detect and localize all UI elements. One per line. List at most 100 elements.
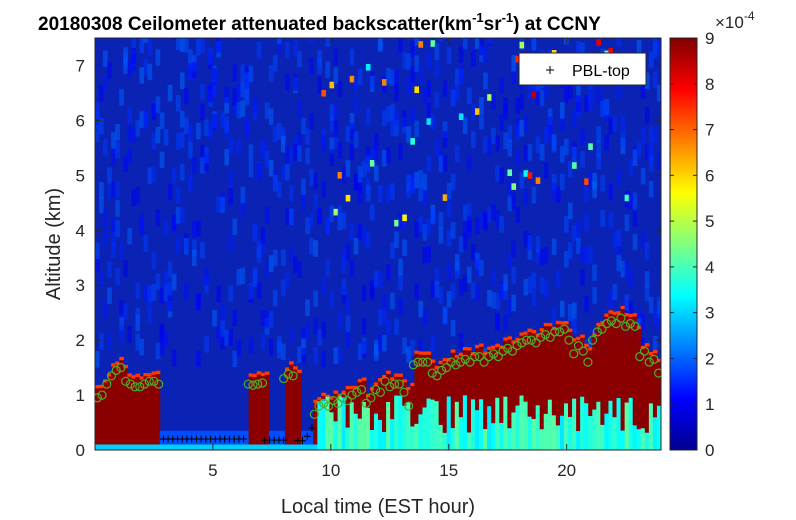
bl-circle-point: [606, 316, 617, 326]
bl-circle-point: [460, 354, 470, 364]
bl-circle-point: [371, 384, 381, 395]
heatmap-column: [313, 172, 318, 450]
bl-circle-point: [569, 349, 579, 359]
heatmap-column: [216, 38, 221, 450]
colorbar-tick-label: 0: [705, 441, 714, 460]
bl-circle-point: [375, 387, 385, 397]
heatmap-column: [301, 117, 306, 450]
heatmap-column: [406, 53, 411, 450]
heatmap-column: [462, 38, 468, 450]
bl-circle-point: [488, 349, 499, 359]
heatmap-column: [220, 111, 225, 450]
bl-circle-point: [154, 379, 164, 389]
bl-circle-point: [479, 357, 489, 367]
heatmap-column: [196, 38, 201, 450]
heatmap-column: [434, 43, 440, 450]
heatmap-column: [644, 72, 650, 450]
heatmap-column: [414, 38, 420, 450]
heatmap-column: [143, 38, 149, 450]
colorbar-tick-label: 1: [705, 395, 714, 414]
heatmap-column: [349, 48, 355, 450]
heatmap-column: [378, 38, 383, 450]
heatmap-column: [135, 120, 141, 450]
bl-circle-point: [437, 365, 447, 375]
heatmap-column: [503, 97, 508, 450]
x-axis-label: Local time (EST hour): [281, 496, 475, 518]
heatmap-column: [111, 132, 116, 450]
bl-circle-point: [625, 319, 635, 329]
heatmap-column: [454, 68, 460, 450]
bl-circle-point: [130, 382, 140, 392]
heatmap-column: [171, 38, 177, 450]
heatmap-column: [616, 38, 622, 450]
heatmap-column: [264, 102, 270, 450]
bl-circle-point: [455, 357, 466, 367]
heatmap-column: [422, 86, 428, 450]
plot-frame: [94, 37, 662, 451]
legend-box: [518, 52, 647, 86]
bl-circle-point: [248, 380, 258, 390]
heatmap-column: [426, 52, 432, 450]
heatmap-column: [260, 138, 266, 450]
bl-circle-point: [451, 360, 461, 370]
bl-circle-point: [97, 390, 107, 400]
bl-circle-point: [399, 387, 409, 397]
heatmap-column: [458, 46, 464, 450]
y-axis-label: Altitude (km): [43, 188, 65, 300]
bl-circle-point: [465, 357, 475, 367]
bl-circle-point: [583, 357, 593, 367]
bl-circle-point: [380, 376, 390, 386]
pbl-top-point: [240, 435, 248, 443]
bl-circle-point: [630, 321, 640, 331]
heatmap-column: [200, 38, 205, 450]
bl-circle-point: [394, 379, 404, 389]
bl-circle-point: [149, 376, 159, 386]
heatmap-column: [131, 38, 137, 450]
chart-title: 20180308 Ceilometer attenuated backscatt…: [38, 10, 601, 35]
y-tick-label: 3: [76, 276, 85, 295]
bl-circle-point: [427, 368, 437, 378]
heatmap-column: [119, 38, 124, 450]
heatmap-column: [438, 38, 444, 450]
heatmap-column: [99, 84, 104, 450]
heatmap-column: [272, 54, 278, 450]
bl-circle-point: [536, 332, 546, 342]
heatmap-column: [167, 84, 173, 450]
bl-circle-point: [639, 346, 650, 356]
pbl-top-point: [308, 424, 316, 432]
heatmap-column: [656, 39, 661, 450]
heatmap-column: [470, 50, 476, 450]
bl-circle-point: [144, 376, 154, 386]
bl-circle-point: [347, 390, 357, 400]
bl-circle-point: [385, 382, 395, 392]
heatmap-column: [479, 38, 484, 450]
bl-circle-point: [319, 398, 329, 408]
heatmap-column: [430, 40, 436, 450]
bl-circle-point: [564, 335, 574, 345]
bl-circle-point: [111, 365, 121, 375]
bl-circle-point: [470, 352, 480, 362]
heatmap-column: [228, 137, 234, 450]
legend: PBL-top: [518, 52, 647, 86]
heatmap-column: [244, 66, 250, 450]
colorbar-tick-label: 2: [705, 349, 714, 368]
colorbar-tick-label: 4: [705, 258, 714, 277]
bl-circle-point: [578, 346, 588, 356]
bl-circle-point: [106, 371, 117, 381]
heatmap-column: [325, 38, 331, 450]
bl-circle-point: [597, 324, 607, 334]
heatmap-column: [527, 82, 533, 450]
heatmap-column: [511, 55, 517, 450]
bl-circle-point: [512, 341, 522, 351]
bl-circle-point: [408, 360, 418, 370]
bl-circle-point: [649, 354, 659, 364]
heatmap-column: [139, 38, 145, 450]
series-markers: [95, 313, 661, 445]
heatmap-column: [175, 38, 181, 450]
bl-circle-point: [545, 332, 555, 342]
heatmap-column: [491, 92, 496, 450]
y-tick-label: 7: [76, 56, 85, 75]
heatmap-column: [353, 77, 359, 450]
heatmap-column: [357, 68, 363, 450]
bl-circle-point: [484, 352, 494, 362]
